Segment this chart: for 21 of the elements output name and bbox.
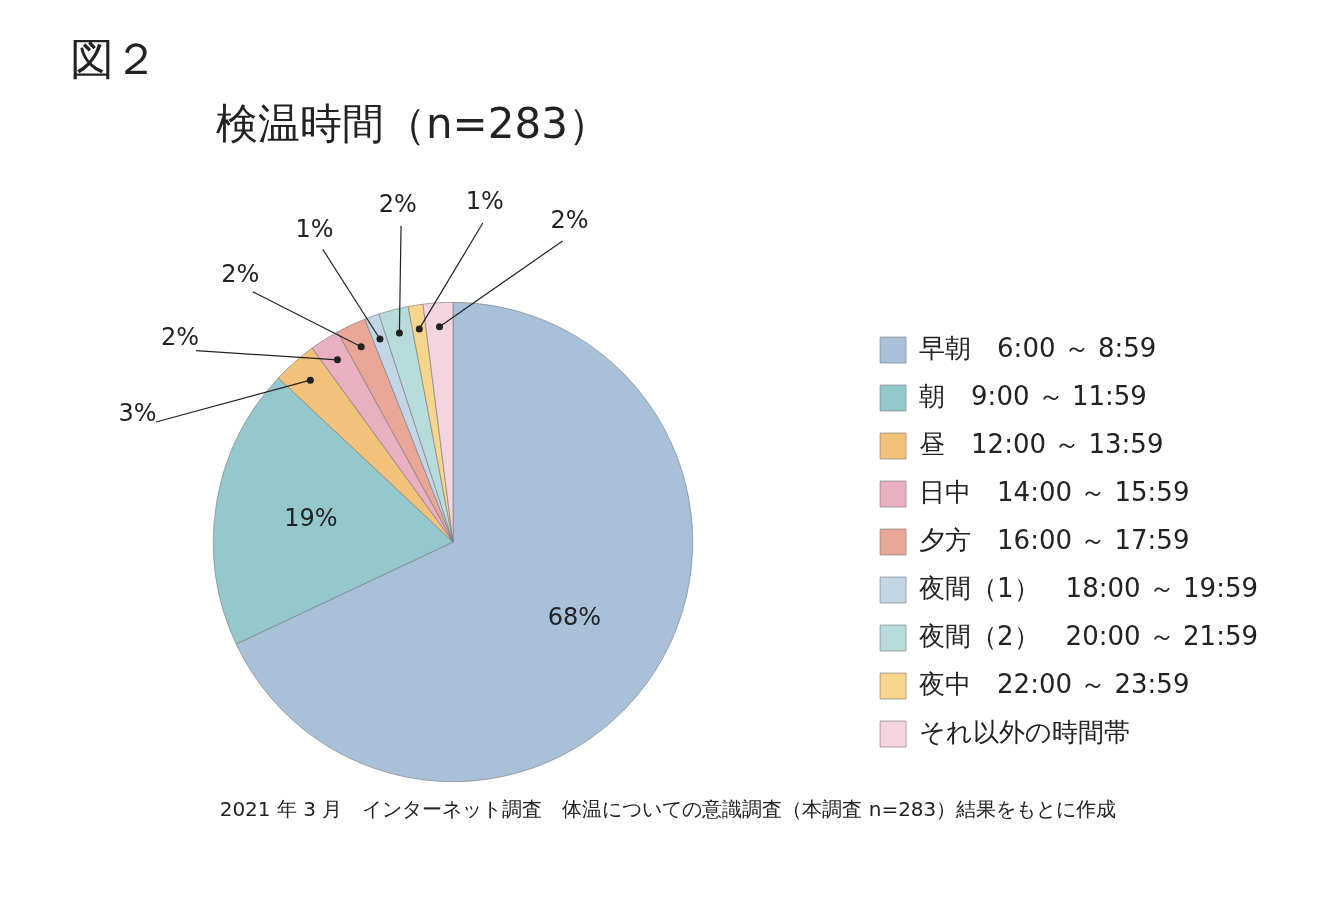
data-label: 2% bbox=[378, 190, 417, 219]
data-label: 2% bbox=[221, 260, 260, 289]
chart-title: 図２ bbox=[69, 32, 159, 86]
data-label: 19% bbox=[284, 503, 338, 532]
legend-label: 昼 12:00 ～ 13:59 bbox=[919, 428, 1164, 459]
legend-label: 朝 9:00 ～ 11:59 bbox=[919, 380, 1147, 411]
legend-label: 早朝 6:00 ～ 8:59 bbox=[919, 332, 1157, 363]
data-label: 68% bbox=[547, 603, 602, 632]
legend-label: 夕方 16:00 ～ 17:59 bbox=[919, 524, 1190, 555]
legend-label: 夜間（2） 20:00 ～ 21:59 bbox=[919, 620, 1259, 651]
data-label: 2% bbox=[550, 206, 589, 235]
legend-label: 日中 14:00 ～ 15:59 bbox=[919, 476, 1190, 507]
data-label: 3% bbox=[118, 398, 157, 427]
text: 2021 年 3 月 インターネット調査 体温についての意識調査（本調査 n=283）結果をもとに作成 bbox=[218, 796, 1118, 823]
data-label: 1% bbox=[295, 215, 334, 244]
data-label: 1% bbox=[465, 187, 504, 216]
legend-label: それ以外の時間帯 bbox=[919, 716, 1131, 747]
legend-label: 夜間（1） 18:00 ～ 19:59 bbox=[919, 572, 1259, 603]
chart-subtitle: 検温時間（n=283） bbox=[215, 98, 611, 150]
legend-label: 夜中 22:00 ～ 23:59 bbox=[919, 668, 1190, 699]
data-label: 2% bbox=[160, 322, 200, 351]
